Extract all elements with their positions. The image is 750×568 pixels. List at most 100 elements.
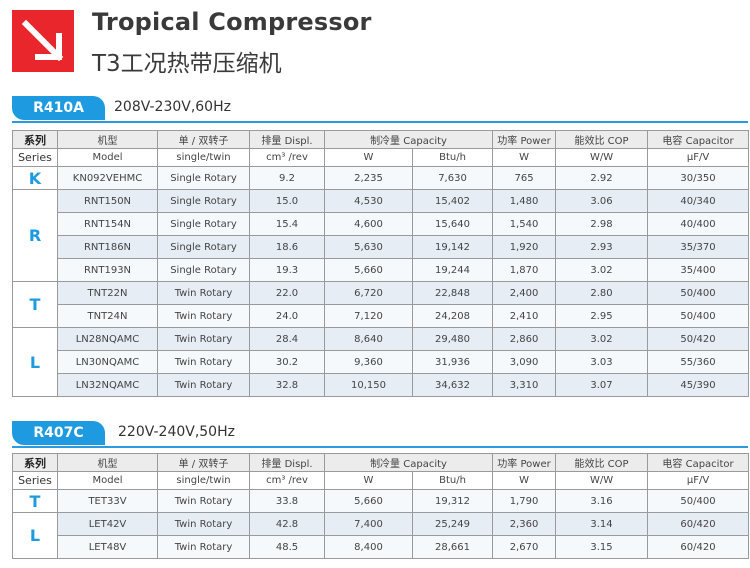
table-row: T TNT22N Twin Rotary 22.0 6,720 22,848 2,400 2.… bbox=[12, 281, 750, 328]
spec-table-r407c: 系列 机型单 / 双转子 排量 Displ. 制冷量 Capacity 功率 Power… bbox=[12, 453, 750, 559]
column-header: 排量 Displ. bbox=[249, 453, 325, 472]
displacement-cell: 24.0 bbox=[249, 304, 325, 328]
capacitor-cell: 35/400 bbox=[647, 258, 750, 282]
capacity-w-cell: 4,530 bbox=[324, 189, 413, 213]
type-cell: Single Rotary bbox=[157, 258, 250, 282]
brand-logo bbox=[12, 10, 74, 72]
capacity-btu-cell: 24,208 bbox=[411, 304, 494, 328]
units-row: Series Model single/twin cm³ /rev W Btu/h W W/W… bbox=[12, 148, 750, 167]
cop-cell: 3.14 bbox=[555, 512, 649, 536]
model-cell: RNT186N bbox=[57, 235, 158, 259]
column-header: 电容 Capacitor bbox=[647, 453, 750, 472]
units-row: Series Model single/twin cm³ /rev W Btu/h W W/W… bbox=[12, 471, 750, 490]
unit-header: single/twin bbox=[157, 471, 250, 490]
unit-header: Model bbox=[57, 471, 158, 490]
capacitor-cell: 50/400 bbox=[647, 489, 750, 513]
model-cell: RNT150N bbox=[57, 189, 158, 213]
model-cell: KN092VEHMC bbox=[57, 166, 158, 190]
refrigerant-badge: R410A bbox=[12, 96, 105, 120]
series-cell: T bbox=[12, 281, 58, 328]
type-cell: Twin Rotary bbox=[157, 327, 250, 351]
unit-header: cm³ /rev bbox=[249, 471, 325, 490]
displacement-cell: 48.5 bbox=[249, 535, 325, 559]
refrigerant-badge: R407C bbox=[12, 421, 105, 445]
capacity-btu-cell: 31,936 bbox=[411, 350, 494, 374]
capacity-btu-cell: 15,640 bbox=[411, 212, 494, 236]
unit-header: Btu/h bbox=[411, 471, 494, 490]
capacity-btu-cell: 22,848 bbox=[411, 281, 494, 305]
type-cell: Twin Rotary bbox=[157, 512, 250, 536]
section-divider bbox=[12, 446, 748, 448]
table-row: R RNT150N Single Rotary 15.0 4,530 15,402 1,48… bbox=[12, 189, 750, 282]
capacity-btu-cell: 19,312 bbox=[411, 489, 494, 513]
capacity-w-cell: 9,360 bbox=[324, 350, 413, 374]
table-row: TNT24N Twin Rotary 24.0 7,120 24,208 2,410 2.9… bbox=[13, 304, 750, 328]
displacement-cell: 32.8 bbox=[249, 373, 325, 397]
displacement-cell: 18.6 bbox=[249, 235, 325, 259]
capacitor-cell: 40/400 bbox=[647, 212, 750, 236]
power-cell: 2,360 bbox=[492, 512, 557, 536]
model-cell: LN32NQAMC bbox=[57, 373, 158, 397]
column-header: 制冷量 Capacity bbox=[323, 453, 494, 472]
capacitor-cell: 35/370 bbox=[647, 235, 750, 259]
unit-header: W/W bbox=[555, 148, 649, 167]
unit-header: single/twin bbox=[157, 148, 250, 167]
capacitor-cell: 60/420 bbox=[647, 535, 750, 559]
power-cell: 1,480 bbox=[492, 189, 557, 213]
table-row: LET48V Twin Rotary 48.5 8,400 28,661 2,670 3.1… bbox=[13, 535, 750, 559]
displacement-cell: 19.3 bbox=[249, 258, 325, 282]
voltage-label: 208V-230V,60Hz bbox=[114, 99, 231, 115]
displacement-cell: 15.0 bbox=[249, 189, 325, 213]
capacitor-cell: 40/340 bbox=[647, 189, 750, 213]
cop-cell: 2.98 bbox=[555, 212, 649, 236]
capacity-w-cell: 5,660 bbox=[324, 489, 413, 513]
cop-cell: 3.06 bbox=[555, 189, 649, 213]
type-cell: Twin Rotary bbox=[157, 535, 250, 559]
capacity-btu-cell: 29,480 bbox=[411, 327, 494, 351]
model-cell: TET33V bbox=[57, 489, 158, 513]
model-cell: LN30NQAMC bbox=[57, 350, 158, 374]
capacity-w-cell: 7,400 bbox=[324, 512, 413, 536]
cop-cell: 2.93 bbox=[555, 235, 649, 259]
series-cell: T bbox=[12, 489, 58, 513]
cop-cell: 2.80 bbox=[555, 281, 649, 305]
type-cell: Twin Rotary bbox=[157, 304, 250, 328]
column-header: 制冷量 Capacity bbox=[323, 130, 494, 149]
power-cell: 1,540 bbox=[492, 212, 557, 236]
power-cell: 765 bbox=[492, 166, 557, 190]
column-header: 排量 Displ. bbox=[249, 130, 325, 149]
model-cell: RNT193N bbox=[57, 258, 158, 282]
table-row: LN30NQAMC Twin Rotary 30.2 9,360 31,936 3,090… bbox=[13, 350, 750, 374]
series-cell: L bbox=[12, 327, 58, 397]
type-cell: Single Rotary bbox=[157, 212, 250, 236]
table-row: K KN092VEHMC Single Rotary 9.2 2,235 7,630 765… bbox=[12, 166, 750, 190]
displacement-cell: 22.0 bbox=[249, 281, 325, 305]
page-subtitle: T3工况热带压缩机 bbox=[92, 51, 282, 77]
model-cell: TNT22N bbox=[57, 281, 158, 305]
capacity-btu-cell: 25,249 bbox=[411, 512, 494, 536]
unit-header: W bbox=[324, 471, 413, 490]
type-cell: Twin Rotary bbox=[157, 489, 250, 513]
displacement-cell: 28.4 bbox=[249, 327, 325, 351]
capacity-btu-cell: 7,630 bbox=[411, 166, 494, 190]
power-cell: 2,400 bbox=[492, 281, 557, 305]
column-header: 功率 Power bbox=[492, 453, 557, 472]
column-header: 系列 bbox=[12, 130, 58, 149]
table-row: LN32NQAMC Twin Rotary 32.8 10,150 34,632 3,31… bbox=[13, 373, 750, 397]
power-cell: 2,670 bbox=[492, 535, 557, 559]
capacity-btu-cell: 19,142 bbox=[411, 235, 494, 259]
cop-cell: 2.95 bbox=[555, 304, 649, 328]
displacement-cell: 15.4 bbox=[249, 212, 325, 236]
capacity-w-cell: 8,640 bbox=[324, 327, 413, 351]
table-row: L LET42V Twin Rotary 42.8 7,400 25,249 2,360 3.… bbox=[12, 512, 750, 559]
capacity-w-cell: 6,720 bbox=[324, 281, 413, 305]
series-cell: L bbox=[12, 512, 58, 559]
power-cell: 1,870 bbox=[492, 258, 557, 282]
cop-cell: 3.16 bbox=[555, 489, 649, 513]
type-cell: Twin Rotary bbox=[157, 373, 250, 397]
capacitor-cell: 45/390 bbox=[647, 373, 750, 397]
capacitor-cell: 55/360 bbox=[647, 350, 750, 374]
cop-cell: 3.03 bbox=[555, 350, 649, 374]
model-cell: RNT154N bbox=[57, 212, 158, 236]
table-row: RNT154N Single Rotary 15.4 4,600 15,640 1,540… bbox=[13, 212, 750, 236]
